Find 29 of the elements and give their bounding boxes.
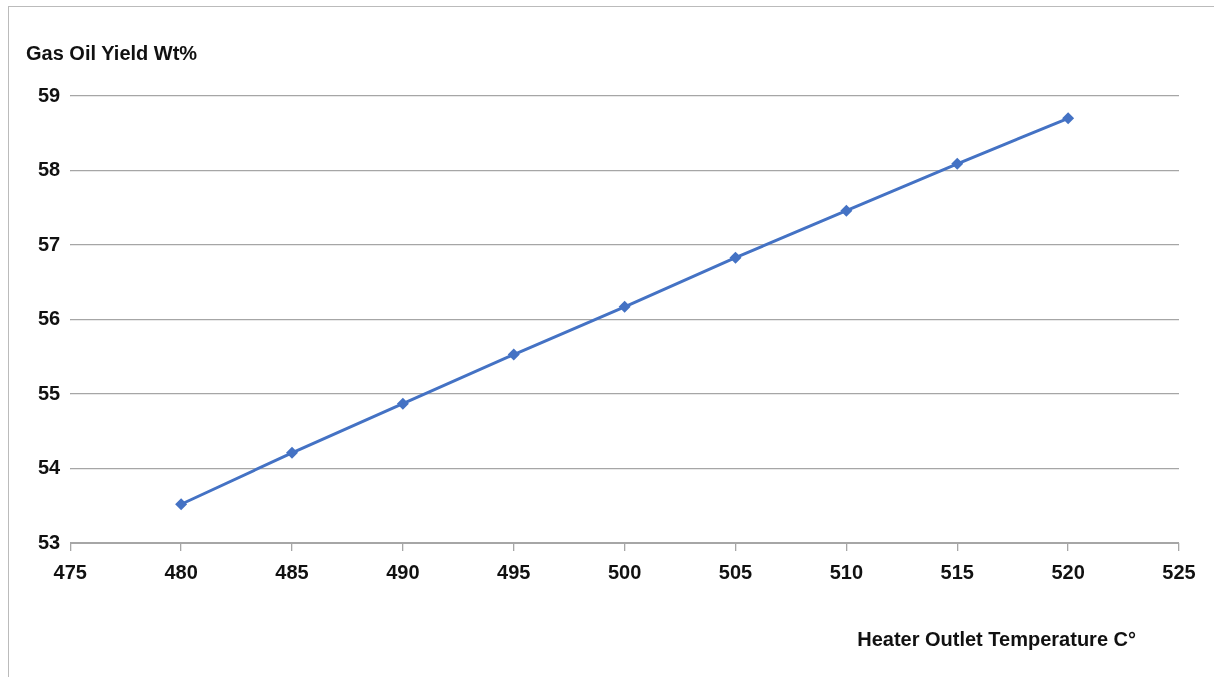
x-tick-label: 510 — [829, 560, 864, 583]
y-axis-title: Gas Oil Yield Wt% — [26, 42, 198, 65]
x-tick-label: 500 — [607, 560, 642, 583]
x-tick-label: 495 — [497, 560, 531, 583]
y-tick-label: 57 — [38, 232, 61, 255]
point — [618, 300, 631, 313]
point — [951, 157, 964, 170]
x-tick-label: 485 — [275, 560, 309, 583]
point — [840, 204, 853, 217]
x-tick-label: 505 — [718, 560, 753, 583]
point — [286, 446, 298, 459]
y-tick-label: 56 — [38, 307, 61, 330]
x-tick-label: 520 — [1051, 560, 1085, 583]
y-tick-label: 53 — [38, 530, 61, 553]
x-tick-label: 480 — [164, 560, 198, 583]
point — [175, 498, 188, 511]
y-tick-label: 55 — [38, 381, 61, 404]
x-axis-title: Heater Outlet Temperature C° — [857, 628, 1136, 651]
y-tick-label: 58 — [38, 158, 61, 181]
x-tick-label: 515 — [940, 560, 974, 583]
y-tick-label: 54 — [38, 456, 62, 479]
x-tick-label: 490 — [386, 560, 420, 583]
point — [1062, 112, 1075, 125]
y-tick-label: 59 — [38, 83, 61, 106]
point — [507, 348, 520, 361]
x-tick-label: 475 — [53, 560, 87, 583]
point — [396, 397, 409, 410]
point — [729, 251, 742, 264]
x-tick-label: 525 — [1162, 560, 1196, 583]
